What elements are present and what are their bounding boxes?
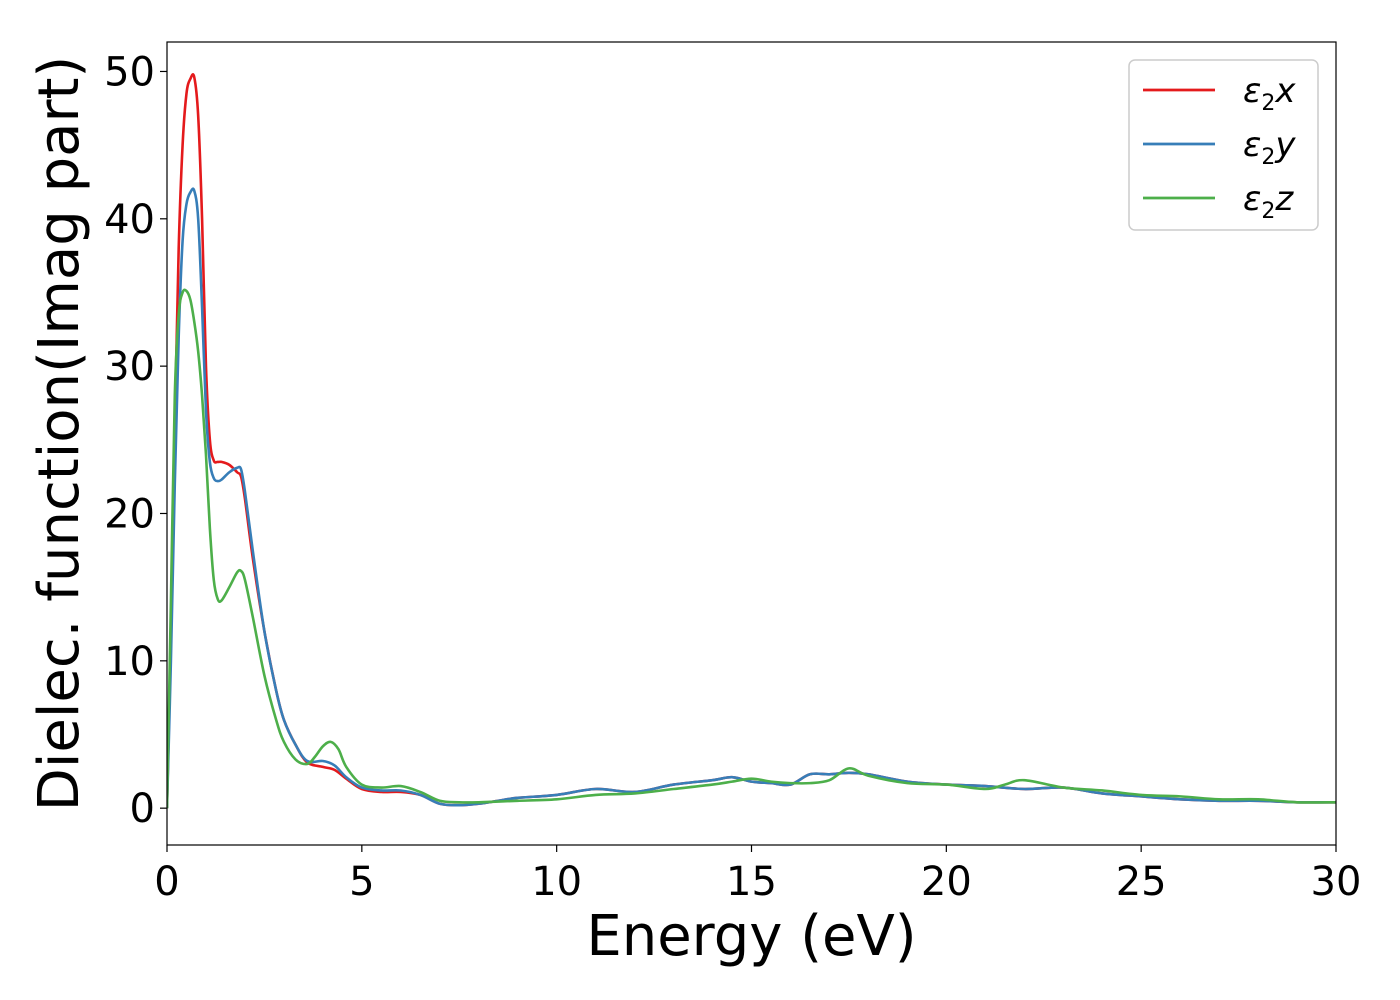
legend-label-y: ε2y [1243,125,1296,170]
x-tick-label: 30 [1311,859,1362,905]
x-tick-label: 20 [921,859,972,905]
x-tick-label: 0 [154,859,179,905]
x-axis-label: Energy (eV) [586,904,916,969]
y-tick-label: 40 [104,197,155,243]
y-tick-label: 30 [104,344,155,390]
x-tick-label: 25 [1116,859,1167,905]
y-tick-label: 0 [130,786,155,832]
legend-label-z: ε2z [1243,179,1294,224]
x-tick-label: 5 [349,859,374,905]
series-line-y [167,187,1336,809]
plot-lines [167,73,1336,809]
y-tick-label: 20 [104,491,155,537]
y-axis-label: Dielec. function(Imag part) [27,56,92,812]
x-tick-label: 15 [726,859,777,905]
legend-box [1128,59,1319,231]
y-tick-label: 50 [104,49,155,95]
y-tick-label: 10 [104,639,155,685]
series-line-z [167,288,1336,809]
legend: ε2x ε2y ε2z [1128,59,1319,231]
x-tick-label: 10 [531,859,582,905]
axis-ticks: 0 5 10 15 20 25 30 0 10 20 30 40 50 [104,49,1361,905]
legend-label-x: ε2x [1243,71,1296,116]
